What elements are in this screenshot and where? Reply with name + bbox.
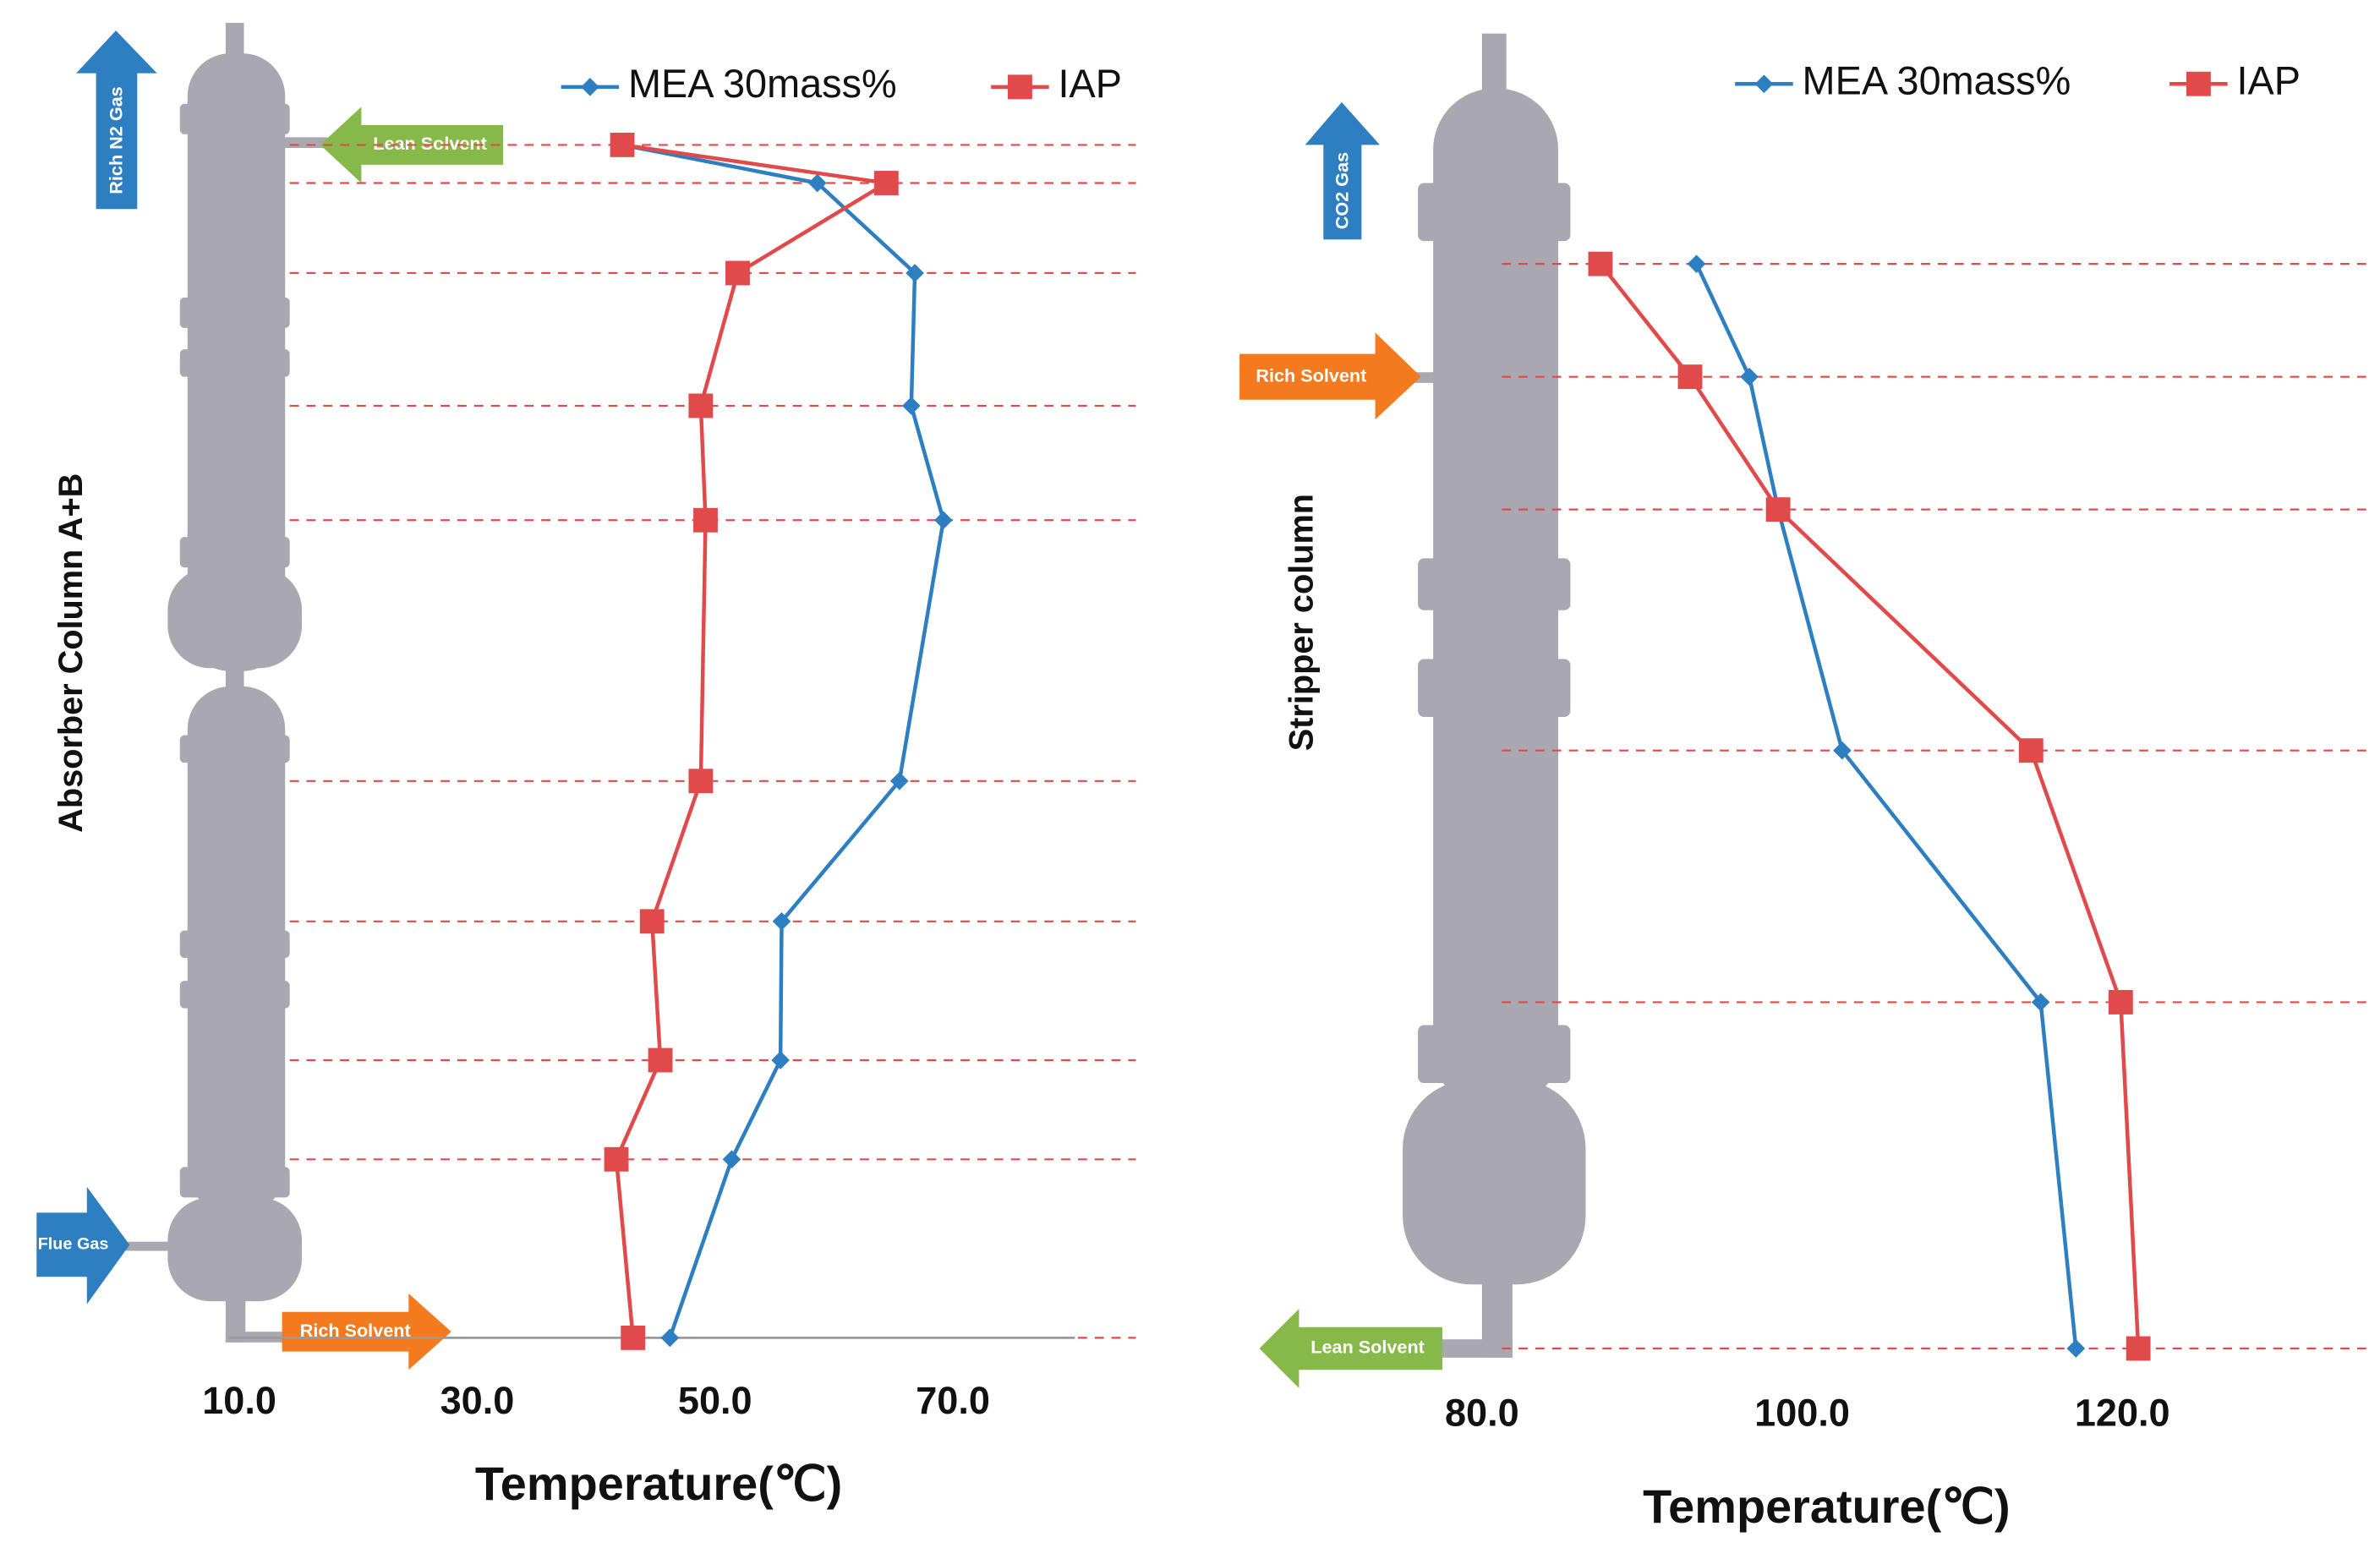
marker	[934, 511, 953, 530]
marker	[2126, 1336, 2151, 1361]
marker	[660, 1328, 680, 1348]
x-axis-label: Temperature(℃)	[475, 1457, 842, 1510]
marker	[1687, 254, 1706, 273]
series-line	[1694, 263, 2078, 1349]
marker	[2066, 1339, 2086, 1358]
legend-marker	[581, 78, 599, 96]
marker	[1740, 367, 1759, 386]
legend-marker	[1008, 74, 1032, 100]
x-tick-label: 50.0	[678, 1379, 752, 1422]
annotation: Lean Solvent	[373, 133, 487, 154]
series-line	[1599, 262, 2141, 1349]
x-tick-label: 120.0	[2075, 1391, 2170, 1434]
legend-marker	[1754, 74, 1774, 94]
marker	[902, 397, 921, 415]
marker	[639, 909, 665, 934]
annotation: Rich Solvent	[1256, 364, 1366, 386]
marker	[2018, 738, 2044, 763]
marker	[648, 1048, 673, 1073]
annotation: CO2 Gas	[1331, 152, 1352, 229]
legend-label: IAP	[1059, 62, 1123, 106]
marker	[621, 1325, 646, 1350]
marker	[722, 1150, 741, 1169]
marker	[905, 264, 924, 282]
legend-label: MEA 30mass%	[628, 62, 897, 106]
absorber-column	[122, 23, 328, 1343]
x-tick-label: 100.0	[1754, 1391, 1850, 1434]
x-axis-label: Temperature(℃)	[1643, 1480, 2010, 1533]
marker	[873, 171, 899, 195]
arrows	[36, 30, 1442, 1388]
marker	[1677, 364, 1703, 390]
marker	[771, 1051, 790, 1069]
x-tick-label: 30.0	[440, 1379, 515, 1422]
series-line	[614, 143, 892, 1338]
x-tick-label: 10.0	[202, 1379, 276, 1422]
marker	[1833, 741, 1852, 760]
marker	[693, 507, 718, 533]
legend-marker	[2186, 71, 2211, 96]
marker	[2108, 989, 2133, 1015]
y-axis-label: Stripper column	[1283, 494, 1320, 751]
y-axis-label: Absorber Column A+B	[52, 473, 90, 833]
marker	[725, 260, 750, 286]
marker	[610, 132, 635, 157]
marker	[807, 173, 827, 193]
annotation: Lean Solvent	[1310, 1337, 1425, 1358]
marker	[604, 1146, 629, 1172]
legend-label: IAP	[2236, 59, 2301, 103]
annotation: Rich N2 Gas	[106, 86, 127, 194]
marker	[1765, 497, 1791, 522]
series-line	[621, 143, 946, 1339]
stripper-column	[1403, 33, 1586, 1358]
legend-label: MEA 30mass%	[1803, 59, 2071, 103]
marker	[688, 393, 714, 418]
x-tick-label: 70.0	[916, 1379, 990, 1422]
marker	[1588, 251, 1613, 276]
annotation: Flue Gas	[38, 1235, 109, 1254]
x-tick-label: 80.0	[1445, 1391, 1519, 1434]
marker	[688, 769, 714, 794]
